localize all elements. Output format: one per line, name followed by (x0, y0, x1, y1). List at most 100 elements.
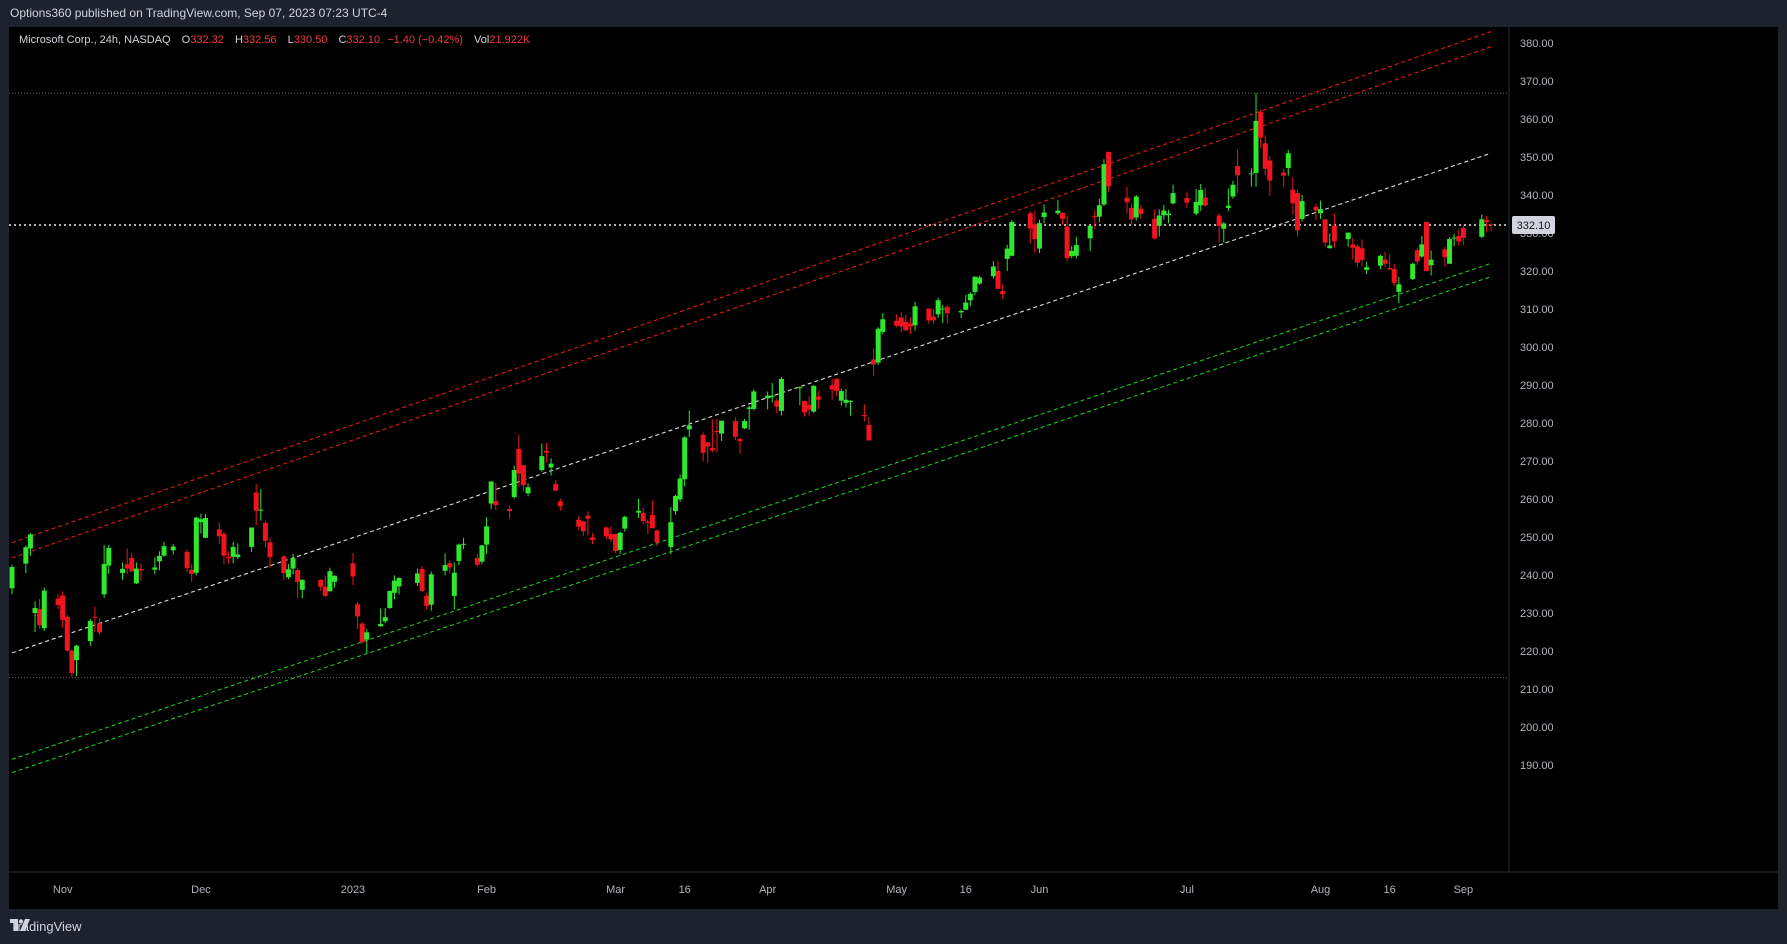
candle-body (1004, 248, 1010, 259)
candle (221, 531, 227, 565)
candle-body (262, 522, 268, 541)
candle (396, 577, 402, 595)
candle-body (461, 543, 467, 545)
candle-body (299, 579, 305, 590)
lower-channel-outer-line (11, 276, 1492, 774)
y-tick-label: 310.00 (1520, 304, 1554, 316)
volume-label: Vol (474, 34, 490, 46)
candle (101, 544, 107, 598)
candle (1161, 204, 1167, 220)
candle-body (1009, 221, 1015, 256)
candle-body (866, 424, 872, 441)
close-value: 332.10 (346, 34, 381, 46)
candle (32, 601, 38, 632)
candle (1101, 159, 1107, 207)
candle-body (1202, 197, 1208, 206)
candle (1410, 262, 1416, 281)
low-value: 330.50 (293, 34, 328, 46)
candle (1253, 93, 1259, 187)
candle-body (585, 515, 591, 519)
candle (516, 435, 522, 487)
candle (1092, 210, 1098, 230)
candle (23, 545, 29, 574)
candle-body (32, 608, 38, 613)
candle (60, 591, 66, 628)
candle (1447, 237, 1453, 264)
candle-body (930, 316, 936, 321)
candle-body (815, 396, 821, 400)
candle-body (1041, 212, 1047, 218)
candle (1216, 213, 1222, 243)
candle-body (41, 590, 47, 629)
candle (226, 551, 232, 564)
candle (898, 312, 904, 333)
candle-body (1152, 218, 1158, 239)
last-price-label: 332.10 (1517, 220, 1551, 232)
candle-body (1451, 237, 1457, 239)
candle (1230, 180, 1236, 199)
candle (778, 377, 784, 416)
candle-body (995, 271, 1001, 289)
y-tick-label: 190.00 (1520, 760, 1554, 772)
candle-body (1488, 224, 1494, 226)
candle-body (1027, 213, 1033, 229)
candle-body (1230, 184, 1236, 197)
candle (935, 297, 941, 318)
candle (359, 622, 365, 645)
candle-body (156, 556, 162, 562)
candle (1327, 233, 1333, 249)
chart-pane[interactable]: 380.00370.00360.00350.00340.00330.00320.… (9, 27, 1778, 909)
candle-body (608, 533, 614, 540)
candle (848, 400, 854, 416)
candle (769, 383, 775, 403)
candle-body (848, 400, 854, 402)
candle-body (926, 308, 932, 321)
candlestick-chart[interactable]: 380.00370.00360.00350.00340.00330.00320.… (9, 27, 1778, 909)
y-tick-label: 360.00 (1520, 114, 1554, 126)
candle-body (640, 513, 646, 522)
candle-body (97, 623, 103, 633)
candle-body (543, 450, 549, 453)
candle (977, 275, 983, 285)
candle-body (719, 420, 725, 434)
candle-body (714, 430, 720, 432)
candle (484, 517, 490, 555)
candle-body (198, 519, 204, 523)
candle (1138, 204, 1144, 219)
candle (1258, 109, 1264, 148)
candle (378, 608, 384, 627)
candle (995, 260, 1001, 289)
open-value: 332.32 (190, 34, 224, 46)
candle (1382, 251, 1388, 268)
tradingview-logo[interactable]: TradingView (10, 919, 82, 934)
open-label: O (181, 34, 191, 46)
candle (944, 305, 950, 324)
candle (871, 348, 877, 376)
candle-body (1000, 291, 1006, 295)
candle (391, 575, 397, 600)
candle (603, 526, 609, 540)
candle-body (221, 533, 227, 556)
candle (479, 544, 485, 564)
candle (156, 551, 162, 571)
candle-body (184, 551, 190, 569)
candle-body (649, 514, 655, 529)
candle-body (1032, 224, 1038, 240)
close-label: C (338, 34, 347, 46)
candle-body (1221, 223, 1227, 229)
x-tick-label: 16 (960, 884, 972, 896)
candle-body (742, 421, 748, 429)
candle-body (451, 572, 457, 596)
candle-body (1364, 267, 1370, 270)
candle-body (1345, 232, 1351, 240)
candle-body (1258, 112, 1264, 138)
candle-body (1318, 209, 1324, 214)
candle-body (1248, 173, 1254, 175)
candle-body (576, 519, 582, 527)
candle (829, 378, 835, 400)
candle-body (1382, 259, 1388, 264)
candle-body (216, 529, 222, 537)
candle (474, 553, 480, 567)
candle (428, 571, 434, 611)
candle-body (732, 421, 738, 437)
